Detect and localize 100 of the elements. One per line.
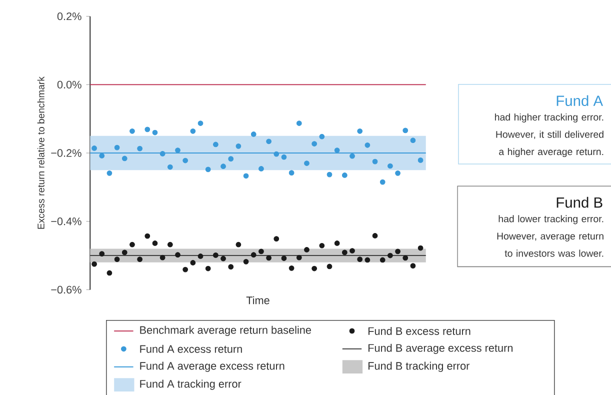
point bbox=[380, 257, 386, 263]
text: Fund A bbox=[556, 95, 604, 106]
point bbox=[281, 255, 287, 261]
point bbox=[175, 147, 180, 153]
point bbox=[130, 242, 135, 248]
point bbox=[243, 173, 249, 178]
point bbox=[250, 131, 256, 137]
point bbox=[326, 264, 332, 270]
point bbox=[410, 262, 416, 268]
point bbox=[258, 248, 264, 254]
point bbox=[402, 255, 408, 260]
point bbox=[288, 170, 294, 176]
legend-label: Fund B tracking error bbox=[368, 362, 470, 372]
point bbox=[122, 250, 128, 256]
point bbox=[395, 170, 400, 176]
point bbox=[418, 245, 424, 251]
legend-label: Fund B average excess return bbox=[368, 344, 513, 354]
point bbox=[364, 257, 370, 263]
point bbox=[175, 252, 180, 258]
point bbox=[106, 170, 112, 176]
point bbox=[288, 265, 294, 271]
point bbox=[312, 266, 318, 272]
point bbox=[312, 140, 318, 146]
point bbox=[106, 270, 112, 276]
point bbox=[198, 120, 204, 126]
point bbox=[205, 266, 211, 272]
point bbox=[220, 164, 226, 169]
point bbox=[220, 256, 226, 262]
point bbox=[122, 156, 128, 162]
point bbox=[250, 252, 256, 258]
text: Fund B bbox=[556, 196, 602, 208]
point bbox=[319, 242, 325, 248]
point bbox=[243, 258, 249, 264]
point bbox=[92, 145, 97, 151]
point bbox=[274, 151, 280, 157]
text: had higher tracking error. However, it still delivered a higher average return. bbox=[495, 113, 604, 157]
point bbox=[114, 256, 120, 262]
point bbox=[205, 166, 211, 172]
point bbox=[152, 240, 158, 246]
point bbox=[357, 256, 363, 262]
point bbox=[130, 128, 135, 134]
point bbox=[137, 256, 142, 262]
point bbox=[304, 160, 310, 166]
point bbox=[281, 154, 287, 160]
y-tick-label: 0.2% bbox=[57, 12, 82, 20]
point bbox=[137, 146, 142, 152]
point bbox=[144, 233, 150, 239]
y-tick-label: −0.4% bbox=[51, 217, 82, 226]
point bbox=[274, 236, 280, 242]
point bbox=[213, 252, 218, 258]
point bbox=[304, 246, 310, 252]
point bbox=[167, 164, 173, 170]
point bbox=[160, 150, 166, 156]
point bbox=[388, 252, 393, 258]
point bbox=[296, 254, 302, 260]
point bbox=[357, 128, 363, 134]
point bbox=[258, 166, 264, 172]
point bbox=[99, 251, 105, 256]
point bbox=[198, 253, 204, 259]
legend-label: Benchmark average return baseline bbox=[140, 326, 311, 336]
point bbox=[342, 250, 348, 256]
y-tick-label: 0.0% bbox=[57, 80, 82, 88]
x-axis-title: Time bbox=[246, 296, 270, 304]
point bbox=[380, 179, 386, 185]
point bbox=[213, 142, 218, 148]
y-tick-label: −0.6% bbox=[51, 286, 82, 294]
point bbox=[350, 248, 355, 254]
point bbox=[364, 142, 370, 148]
point bbox=[334, 240, 340, 246]
point bbox=[388, 163, 393, 169]
point bbox=[402, 128, 408, 134]
point bbox=[228, 264, 234, 270]
point bbox=[190, 128, 196, 134]
legend-label: Fund B excess return bbox=[368, 326, 470, 335]
point bbox=[395, 248, 400, 254]
point bbox=[228, 156, 234, 162]
text: had lower tracking error. However, average return to investors was lower. bbox=[497, 215, 604, 257]
point bbox=[167, 242, 173, 248]
point bbox=[334, 147, 340, 153]
point bbox=[92, 261, 97, 267]
point bbox=[152, 130, 158, 136]
point bbox=[296, 120, 302, 126]
y-tick-label: −0.2% bbox=[51, 149, 82, 157]
point bbox=[410, 138, 416, 143]
point bbox=[319, 134, 325, 140]
legend-label: Fund A excess return bbox=[140, 344, 242, 353]
point bbox=[160, 254, 166, 260]
point bbox=[190, 260, 196, 266]
point bbox=[350, 153, 355, 159]
point bbox=[372, 158, 378, 164]
point bbox=[144, 126, 150, 132]
point bbox=[326, 172, 332, 178]
point bbox=[114, 144, 120, 150]
point bbox=[372, 232, 378, 238]
point bbox=[236, 242, 242, 248]
point bbox=[342, 172, 348, 178]
point bbox=[418, 157, 424, 163]
legend-label: Fund A tracking error bbox=[140, 380, 242, 390]
point bbox=[236, 143, 242, 149]
point bbox=[266, 255, 272, 260]
